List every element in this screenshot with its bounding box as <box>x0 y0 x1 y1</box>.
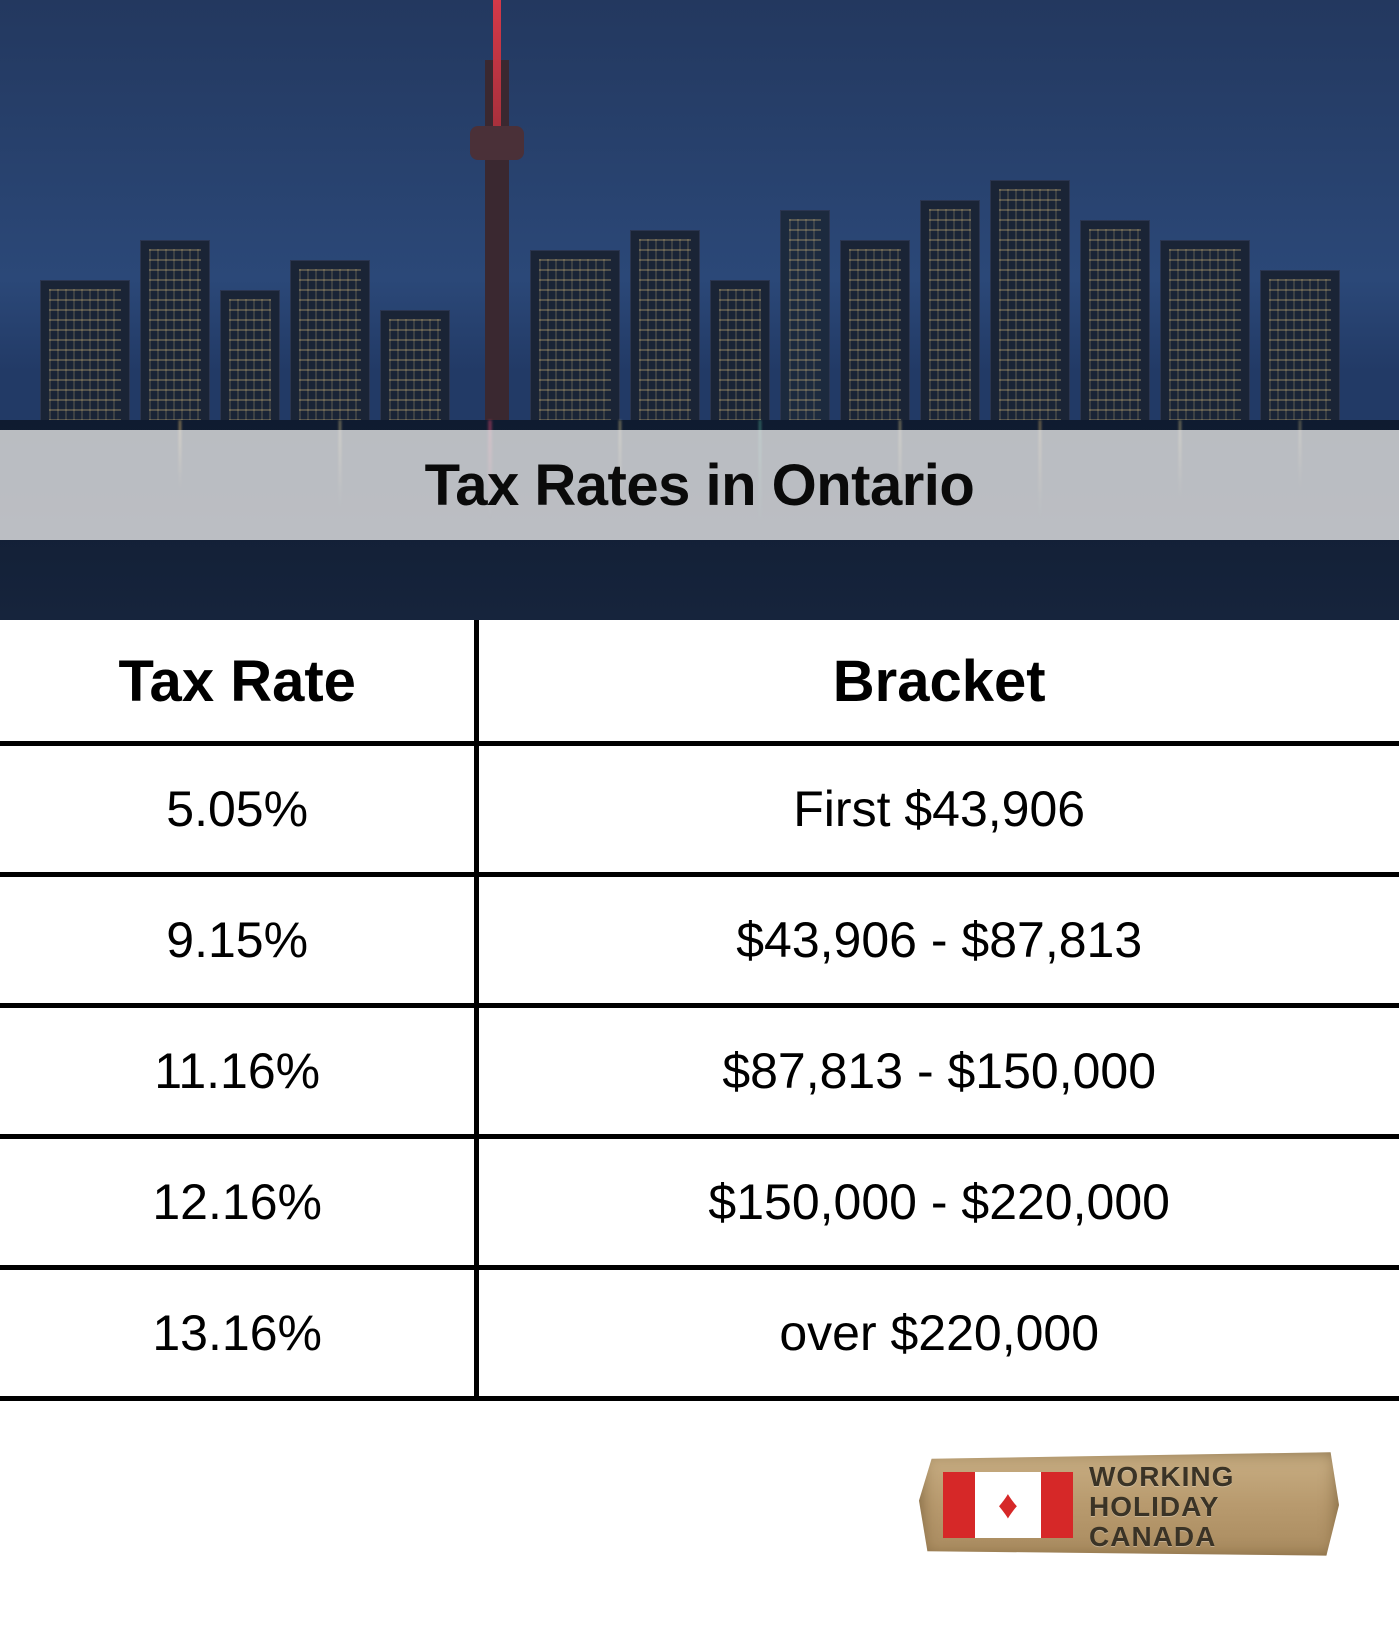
skyline <box>0 160 1399 440</box>
col-header-rate: Tax Rate <box>0 620 477 744</box>
table-header-row: Tax Rate Bracket <box>0 620 1399 744</box>
table-row: 12.16% $150,000 - $220,000 <box>0 1137 1399 1268</box>
logo-line2: HOLIDAY <box>1089 1492 1234 1522</box>
title-bar: Tax Rates in Ontario <box>0 430 1399 540</box>
col-header-bracket: Bracket <box>477 620 1399 744</box>
cell-bracket: $43,906 - $87,813 <box>477 875 1399 1006</box>
table-row: 9.15% $43,906 - $87,813 <box>0 875 1399 1006</box>
brand-logo: ♦ WORKING HOLIDAY CANADA <box>919 1450 1339 1560</box>
table-row: 13.16% over $220,000 <box>0 1268 1399 1399</box>
logo-line3: CANADA <box>1089 1522 1234 1552</box>
cell-bracket: First $43,906 <box>477 744 1399 875</box>
cell-rate: 13.16% <box>0 1268 477 1399</box>
cell-rate: 12.16% <box>0 1137 477 1268</box>
maple-leaf-icon: ♦ <box>998 1485 1018 1525</box>
logo-line1: WORKING <box>1089 1462 1234 1492</box>
table-row: 11.16% $87,813 - $150,000 <box>0 1006 1399 1137</box>
canada-flag-icon: ♦ <box>943 1472 1073 1538</box>
cell-rate: 5.05% <box>0 744 477 875</box>
cell-rate: 11.16% <box>0 1006 477 1137</box>
hero-image: Tax Rates in Ontario <box>0 0 1399 620</box>
cell-rate: 9.15% <box>0 875 477 1006</box>
logo-text: WORKING HOLIDAY CANADA <box>1089 1462 1234 1552</box>
cell-bracket: $150,000 - $220,000 <box>477 1137 1399 1268</box>
cell-bracket: over $220,000 <box>477 1268 1399 1399</box>
table-row: 5.05% First $43,906 <box>0 744 1399 875</box>
cell-bracket: $87,813 - $150,000 <box>477 1006 1399 1137</box>
tax-rates-table: Tax Rate Bracket 5.05% First $43,906 9.1… <box>0 620 1399 1401</box>
page-title: Tax Rates in Ontario <box>425 452 975 519</box>
